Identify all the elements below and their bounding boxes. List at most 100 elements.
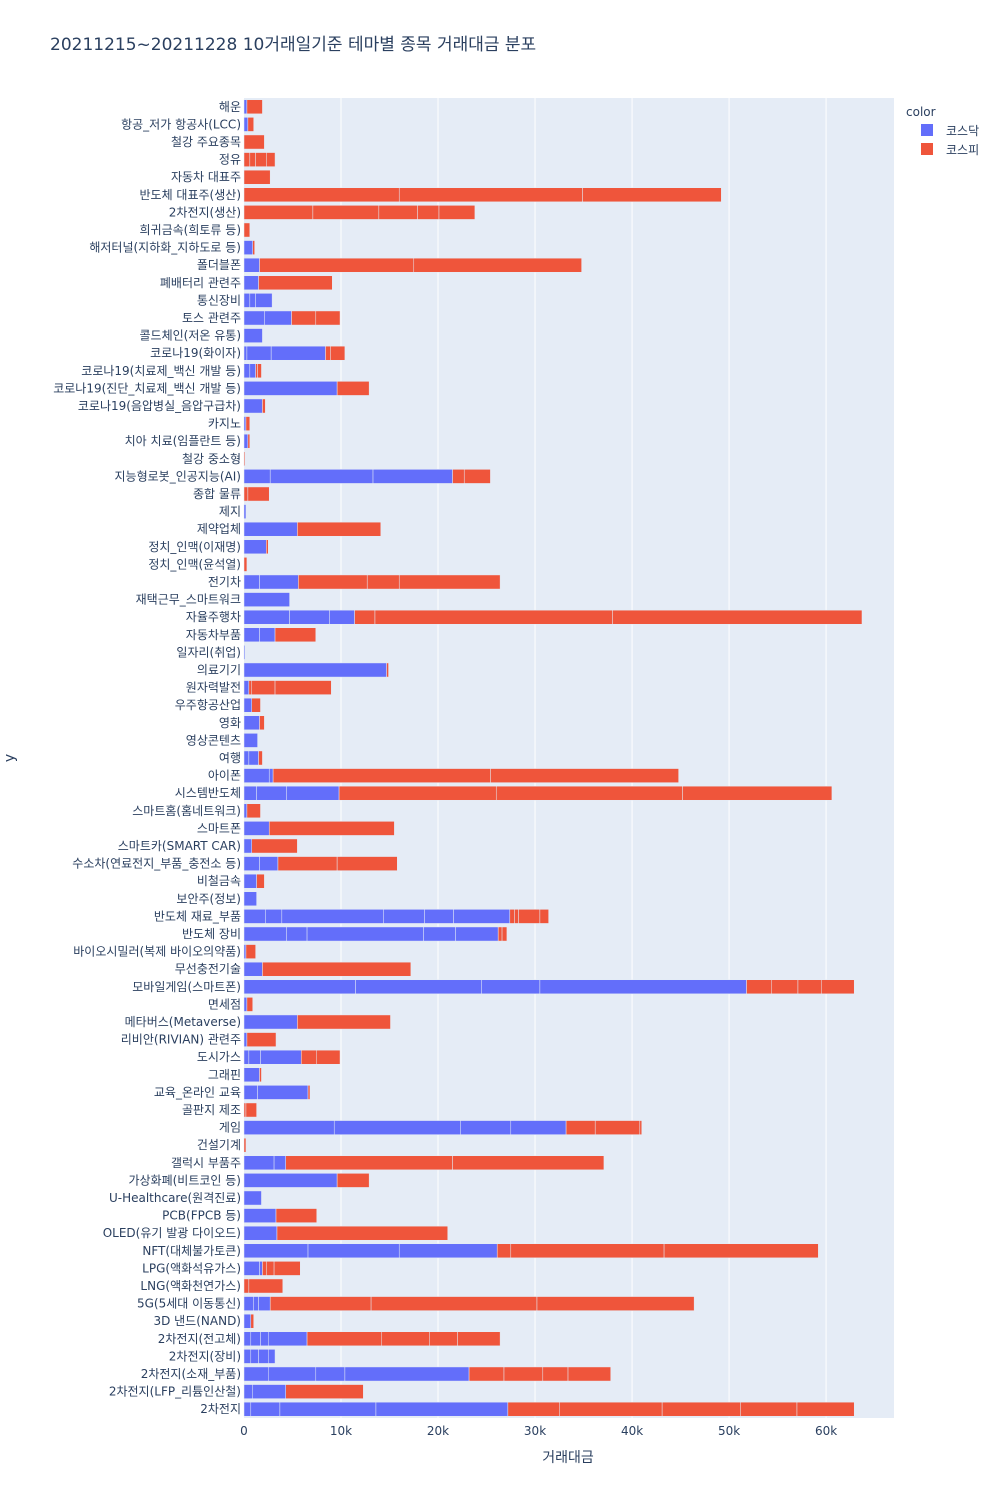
bar-segment xyxy=(265,909,283,924)
bar-segment xyxy=(243,222,251,238)
bar-segment xyxy=(612,609,863,625)
legend-label-kospi[interactable]: 코스피 xyxy=(946,143,979,157)
y-tick-label: 무선충전기술 xyxy=(175,962,241,976)
bar-segment xyxy=(251,680,276,695)
bar-segment xyxy=(252,1384,286,1399)
bar-segment xyxy=(243,750,250,766)
bar-segment xyxy=(245,944,256,959)
y-tick-label: 반도체 대표주(생산) xyxy=(140,188,242,202)
legend-swatch-kospi[interactable] xyxy=(921,143,933,155)
bar-segment xyxy=(378,205,418,220)
bar-segment xyxy=(246,997,253,1012)
bar-segment xyxy=(259,257,415,273)
y-tick-label: 골판지 제조 xyxy=(182,1103,241,1117)
bar-segment xyxy=(243,821,270,836)
y-tick-label: 영화 xyxy=(219,716,241,730)
legend-label-kosdaq[interactable]: 코스닥 xyxy=(946,124,979,138)
bar-segment xyxy=(297,521,382,537)
y-tick-label: 스마트카(SMART CAR) xyxy=(118,839,241,853)
bar-segment xyxy=(250,1331,261,1347)
bar-segment xyxy=(355,979,482,995)
y-tick-label: 갤럭시 부품주 xyxy=(171,1156,241,1170)
y-tick-label: 리비안(RIVIAN) 관련주 xyxy=(121,1033,241,1047)
bar-segment xyxy=(243,1155,275,1171)
bar-segment xyxy=(243,1225,278,1241)
bar-segment xyxy=(243,363,251,379)
y-tick-label: 코로나19(진단_치료제_백신 개발 등) xyxy=(53,381,241,395)
bar-segment xyxy=(594,1120,641,1135)
bar-segment xyxy=(771,979,799,995)
y-tick-label: 3D 낸드(NAND) xyxy=(153,1314,241,1328)
bar-segment xyxy=(682,785,833,801)
bar-segment xyxy=(336,856,398,871)
bar-segment xyxy=(746,979,773,995)
bar-segment xyxy=(258,1296,271,1311)
bar-segment xyxy=(243,1085,258,1100)
bar-segment xyxy=(281,909,384,924)
x-tick-label: 0 xyxy=(240,1424,248,1438)
y-tick-label: PCB(FPCB 등) xyxy=(162,1209,241,1223)
bar-segment xyxy=(452,469,465,484)
bar-segment xyxy=(243,1032,248,1047)
bar-segment xyxy=(268,1366,317,1382)
bar-segment xyxy=(275,1208,318,1223)
y-tick-label: 메타버스(Metaverse) xyxy=(125,1015,241,1029)
bar-segment xyxy=(820,979,855,995)
bar-segment xyxy=(243,909,266,924)
y-tick-label: 바이오시밀러(복제 바이오의약품) xyxy=(73,944,241,959)
y-tick-label: 전기차 xyxy=(208,575,241,589)
bar-segment xyxy=(565,1120,596,1135)
bar-segment xyxy=(243,856,260,871)
y-tick-label: 정치_인맥(이재명) xyxy=(148,540,241,554)
bar-segment xyxy=(438,205,476,220)
bar-segment xyxy=(251,697,261,713)
bar-segment xyxy=(259,574,299,590)
y-tick-label: 콜드체인(저온 유통) xyxy=(140,329,242,343)
y-tick-label: LNG(액화천연가스) xyxy=(140,1278,241,1293)
bar-segment xyxy=(453,909,511,924)
bar-segment xyxy=(245,1102,257,1118)
legend-swatch-kosdaq[interactable] xyxy=(921,124,933,136)
grid-lines xyxy=(340,98,827,1418)
bar-segment xyxy=(375,1401,509,1417)
bar-segment xyxy=(417,205,440,220)
bar-segment xyxy=(286,926,308,942)
bar-segment xyxy=(243,99,248,115)
bar-segment xyxy=(246,345,272,361)
bar-segment xyxy=(264,310,292,326)
bar-segment xyxy=(316,1049,341,1065)
bar-segment xyxy=(503,1366,544,1382)
bar-segment xyxy=(243,416,247,431)
bar-segment xyxy=(251,838,298,854)
bar-segment xyxy=(325,345,331,361)
y-tick-label: 5G(5세대 이동통신) xyxy=(137,1297,241,1311)
x-tick-label: 40k xyxy=(621,1424,643,1438)
y-tick-label: 반도체 재료_부품 xyxy=(154,909,241,923)
y-tick-label: 스마트홈(홈네트워크) xyxy=(132,804,241,818)
bar-segment xyxy=(243,715,260,731)
bar-segment xyxy=(247,433,251,449)
bar-segment xyxy=(243,1401,252,1417)
y-tick-label: 통신장비 xyxy=(197,293,241,307)
bar-segment xyxy=(285,1384,364,1399)
bar-segment xyxy=(300,1049,318,1065)
bar-segment xyxy=(266,1261,275,1276)
bar-segment xyxy=(250,1401,281,1417)
bar-segment xyxy=(243,345,248,361)
bar-segment xyxy=(257,363,262,379)
bar-segment xyxy=(259,715,265,731)
bar-segment xyxy=(306,1331,383,1347)
bar-segment xyxy=(370,1296,538,1311)
bar-segment xyxy=(559,1401,663,1417)
bar-segment xyxy=(423,926,456,942)
bar-segment xyxy=(243,1067,260,1083)
bar-segment xyxy=(518,909,541,924)
bar-segment xyxy=(336,1173,370,1188)
bar-segment xyxy=(344,1366,470,1382)
y-tick-label: 2차전지 xyxy=(200,1402,241,1416)
y-tick-label: 코로나19(치료제_백신 개발 등) xyxy=(81,364,241,378)
bar-segment xyxy=(307,1085,311,1100)
bar-segment xyxy=(243,768,270,783)
bar-segment xyxy=(663,1243,819,1259)
